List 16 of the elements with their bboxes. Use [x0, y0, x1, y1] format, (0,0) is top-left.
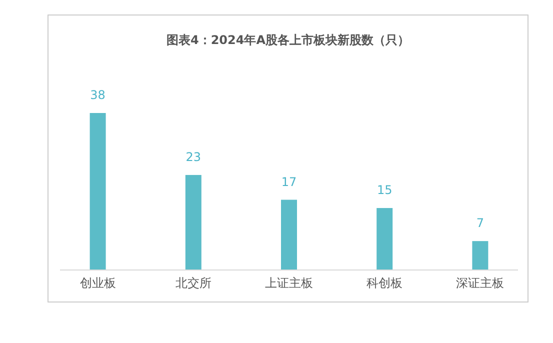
- x-tick-label: 北交所: [175, 276, 212, 290]
- chart-title: 图表4：2024年A股各上市板块新股数（只）: [166, 33, 410, 47]
- bar: [376, 208, 393, 270]
- x-tick-label: 深证主板: [456, 276, 504, 290]
- bar: [90, 113, 106, 270]
- data-label: 23: [186, 150, 202, 164]
- bar: [281, 200, 297, 270]
- x-tick-label: 创业板: [80, 276, 116, 290]
- bar: [472, 241, 488, 270]
- bar: [185, 174, 202, 270]
- data-label: 7: [476, 216, 484, 230]
- data-label: 17: [281, 174, 297, 189]
- x-tick-label: 上证主板: [265, 276, 313, 290]
- data-label: 15: [376, 183, 392, 198]
- data-label: 38: [90, 88, 106, 102]
- x-tick-label: 科创板: [366, 276, 403, 290]
